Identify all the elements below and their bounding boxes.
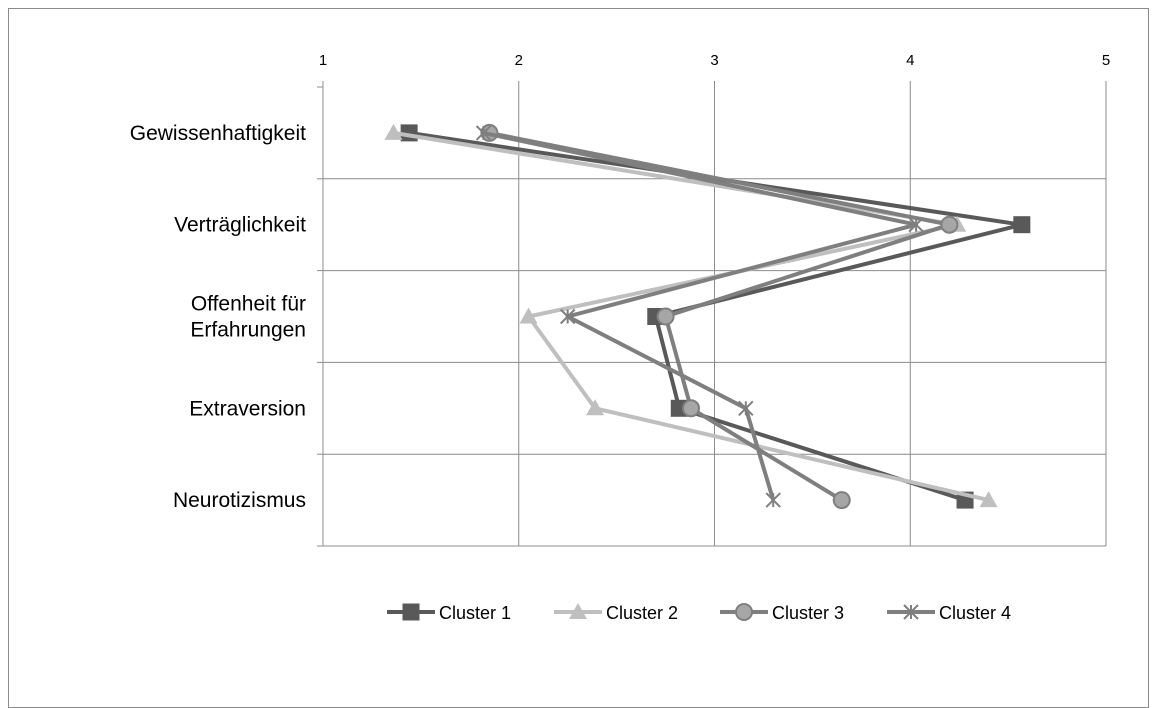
category-label-line: Offenheit für — [191, 293, 306, 316]
series-marker — [569, 603, 587, 619]
category-label: Offenheit für Erfahrungen — [190, 293, 306, 342]
series-2 — [384, 123, 998, 508]
series-line — [408, 130, 1024, 503]
series-line — [393, 130, 990, 503]
series-marker — [656, 307, 675, 326]
legend: Cluster 1 Cluster 2 Cluster 3 Cluster 4 — [387, 603, 1011, 623]
legend-item: Cluster 3 — [720, 603, 844, 623]
category-label: Neurotizismus — [173, 489, 306, 512]
series-marker — [735, 603, 753, 621]
series-marker — [559, 308, 576, 325]
legend-label: Cluster 4 — [939, 603, 1011, 623]
series-marker — [402, 603, 420, 621]
series-line — [483, 130, 919, 501]
category-label-line: Gewissenhaftigkeit — [130, 122, 306, 145]
series-marker — [738, 400, 754, 417]
legend-label: Cluster 3 — [772, 603, 844, 623]
category-label-line: Neurotizismus — [173, 489, 306, 512]
category-label: Gewissenhaftigkeit — [130, 122, 306, 145]
series-4 — [475, 125, 924, 508]
x-tick-label: 2 — [515, 52, 523, 69]
series-3 — [480, 123, 959, 510]
series-marker — [979, 491, 998, 508]
legend-item: Cluster 2 — [554, 603, 678, 623]
series-marker — [832, 491, 851, 510]
x-tick-label: 1 — [319, 52, 327, 69]
series-marker — [908, 216, 924, 233]
series-marker — [682, 399, 701, 418]
series-marker — [903, 604, 919, 620]
series-marker — [384, 123, 403, 140]
series-marker — [765, 492, 781, 508]
category-label: Verträglichkeit — [174, 214, 306, 237]
category-label-line: Verträglichkeit — [174, 214, 306, 237]
x-axis-ticks: 1 2 3 4 5 — [319, 52, 1110, 87]
x-tick-label: 5 — [1102, 52, 1110, 69]
category-labels: Gewissenhaftigkeit Verträglichkeit Offenhe… — [130, 122, 306, 512]
legend-label: Cluster 1 — [439, 603, 511, 623]
line-chart: 1 2 3 4 5 Gewissenhaftigkeit Verträglichkeit O… — [130, 52, 1110, 623]
series-marker — [1013, 216, 1031, 234]
series-marker — [475, 125, 492, 141]
legend-item: Cluster 4 — [887, 603, 1011, 623]
chart-frame: 1 2 3 4 5 Gewissenhaftigkeit Verträglichkeit O… — [8, 8, 1149, 708]
category-label-line: Erfahrungen — [190, 319, 306, 342]
legend-item: Cluster 1 — [387, 603, 511, 623]
category-label: Extraversion — [189, 397, 306, 420]
x-tick-label: 3 — [710, 52, 718, 69]
series-layer — [384, 123, 1031, 510]
series-marker — [586, 399, 605, 416]
series-marker — [519, 307, 538, 324]
x-tick-label: 4 — [906, 52, 914, 69]
series-marker — [940, 215, 959, 234]
category-label-line: Extraversion — [189, 397, 306, 420]
legend-label: Cluster 2 — [606, 603, 678, 623]
grid-layer — [317, 86, 1107, 547]
